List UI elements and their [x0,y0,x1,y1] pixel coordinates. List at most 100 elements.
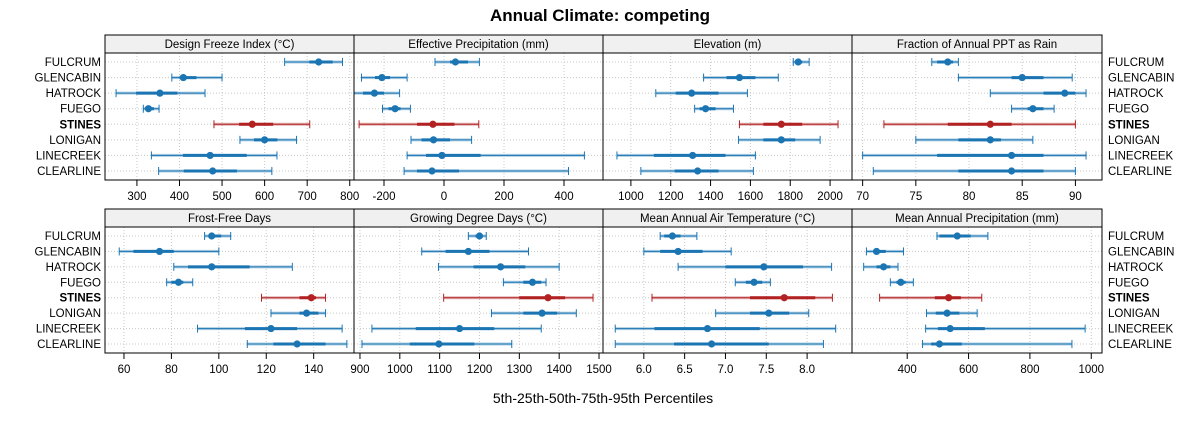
interval-linecreek [406,151,585,160]
x-tick-label: 300 [127,191,146,203]
panel-frame [104,52,355,181]
panel-frame [851,226,1103,354]
interval-linecreek [614,324,837,333]
interval-lonigan [715,309,810,318]
panel-frame [353,226,604,354]
median-point [429,136,438,144]
row-label-right: STINES [1108,119,1150,131]
interval-fulcrum [434,58,480,66]
panel: Fraction of Annual PPT as Rain 70 75 80 85 90 [851,34,1103,203]
median-point [155,247,164,256]
x-tick-label: 500 [212,191,231,203]
interval-linecreek [371,324,542,333]
median-point [986,136,994,144]
row-label-left: FULCRUM [45,57,101,69]
median-point [428,167,436,175]
row-label-left: CLEARLINE [37,339,101,351]
interval-stines [883,120,1076,129]
median-point [668,232,676,240]
median-point [208,232,216,240]
panel-frame [353,52,604,181]
row-label-left: LONIGAN [49,135,101,147]
row-label-right: CLEARLINE [1108,166,1172,178]
interval-clearline [246,340,348,348]
median-point [1007,167,1016,175]
median-point [307,294,315,302]
panels-group: Design Freeze Index (°C)300 400 500 600 700 8… [104,34,1104,376]
interval-fulcrum [284,58,344,66]
interval-fuego [889,278,914,287]
median-point [760,263,768,271]
interval-fulcrum [659,232,698,240]
median-point [897,278,905,286]
median-point [1061,89,1069,97]
interval-linecreek [616,151,756,160]
x-tick-label: 7.5 [758,364,774,376]
row-label-left: LONIGAN [49,308,101,320]
panel-title: Effective Precipitation (mm) [408,39,549,51]
median-point [694,167,702,175]
interval-stines [261,293,327,302]
panel-frame [104,226,355,354]
interval-stines [651,293,833,302]
median-point [391,105,399,113]
row-frame [104,34,1103,181]
row-label-left: FULCRUM [45,231,101,243]
interval-fulcrum [467,232,487,240]
x-tick-label: 1400 [546,364,572,376]
median-point [777,136,785,144]
median-point [475,232,484,240]
x-tick-label: 1300 [507,364,533,376]
row-label-left: STINES [59,119,101,131]
interval-hatrock [437,262,560,271]
row-label-right: CLEARLINE [1108,339,1172,351]
interval-glencabin [171,73,223,82]
row-label-right: GLENCABIN [1108,73,1174,85]
median-point [943,309,951,317]
x-tick-label: 75 [909,191,922,203]
row-label-left: CLEARLINE [37,166,101,178]
row-label-right: LINECREEK [1108,150,1174,162]
median-point [1029,105,1037,113]
panel: Effective Precipitation (mm) -200 0 200 400 [353,34,604,203]
median-point [872,247,881,256]
row-label-right: FULCRUM [1108,57,1164,69]
x-tick-label: 800 [340,191,359,203]
panel-title: Elevation (m) [694,39,762,51]
x-tick-label: -200 [372,191,395,203]
median-point [777,120,785,128]
interval-clearline [361,340,513,348]
median-point [429,120,437,128]
row-label-left: LINECREEK [36,324,102,336]
median-point [435,340,443,348]
median-point [497,263,505,271]
row-label-right: FUEGO [1108,277,1149,289]
panel-title: Mean Annual Precipitation (mm) [895,213,1059,225]
interval-clearline [872,167,1076,175]
median-point [248,120,256,128]
row-label-left: GLENCABIN [35,246,101,258]
panel: Frost-Free Days 60 80 100 120 140 [104,208,355,376]
row-label-right: LONIGAN [1108,308,1160,320]
interval-glencabin [421,247,529,256]
interval-lonigan [926,309,978,318]
x-tick-label: 1800 [777,191,803,203]
median-point [293,340,301,348]
median-point [945,294,953,302]
median-point [528,278,537,286]
x-tick-label: 1200 [658,191,684,203]
interval-stines [443,293,594,302]
row-label-left: LINECREEK [36,150,102,162]
median-point [174,278,183,286]
interval-hatrock [863,262,899,271]
chart-title: Annual Climate: competing [490,6,710,25]
x-tick-label: 6.0 [636,364,652,376]
x-tick-label: 1400 [698,191,724,203]
median-point [1007,151,1016,160]
panel: Mean Annual Air Temperature (°C) 6.0 6.5 7.… [602,208,853,376]
row-label-right: LONIGAN [1108,135,1160,147]
median-point [780,294,788,302]
median-point [703,324,712,333]
panel-frame [851,52,1103,181]
